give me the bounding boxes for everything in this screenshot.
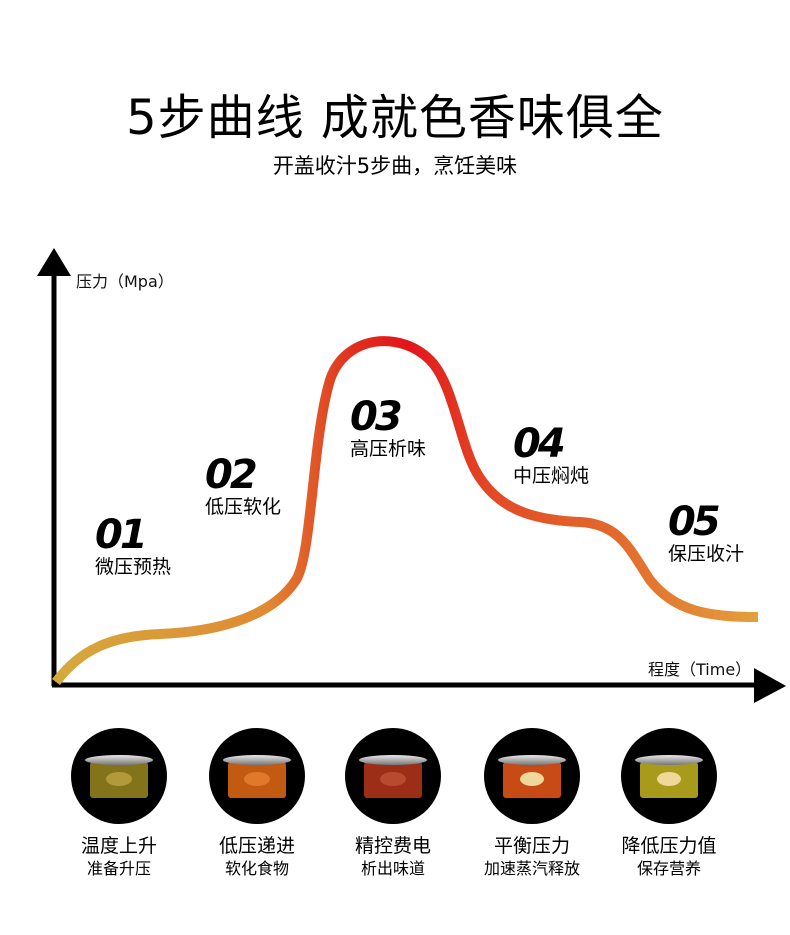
step-label: 保压收汁 [668,543,745,565]
stage-item: 降低压力值 保存营养 [599,728,739,880]
step-number: 01 [95,512,148,558]
stage-title: 精控费电 [354,835,431,857]
step-label: 高压析味 [350,438,427,460]
y-axis-arrow-icon [37,248,71,276]
x-axis-label: 程度（Time） [648,660,752,679]
page-title: 5步曲线 成就色香味俱全 [126,90,664,146]
x-axis [52,668,786,703]
step-label: 微压预热 [95,556,172,578]
pot-image-icon [345,728,441,824]
stage-item: 低压递进 软化食物 [187,728,327,880]
stage-item: 精控费电 析出味道 [323,728,463,880]
stage-item: 平衡压力 加速蒸汽释放 [462,728,602,880]
stage-subtitle: 加速蒸汽释放 [483,859,580,878]
stage-subtitle: 软化食物 [224,859,289,878]
y-axis [37,248,71,686]
pressure-curve [52,336,759,686]
stage-subtitle: 准备升压 [86,859,151,878]
stage-title: 降低压力值 [621,835,717,857]
step-number: 02 [205,452,258,498]
stage-item: 温度上升 准备升压 [49,728,189,880]
stage-list: 温度上升 准备升压 低压递进 软化食物 精控费电 析出味道 平衡压力 加速蒸汽释… [0,728,790,928]
step-number: 04 [513,421,566,467]
pot-image-icon [71,728,167,824]
step-04: 04 中压焖炖 [513,424,589,488]
step-02: 02 低压软化 [205,455,281,519]
x-axis-arrow-icon [754,668,786,703]
step-number: 03 [350,394,403,440]
y-axis-label: 压力（Mpa） [76,272,174,291]
step-01: 01 微压预热 [95,515,171,579]
page-subtitle: 开盖收汁5步曲，烹饪美味 [272,154,518,178]
stage-title: 低压递进 [218,835,295,857]
step-05: 05 保压收汁 [668,502,744,566]
stage-title: 平衡压力 [493,835,570,857]
pot-image-icon [209,728,305,824]
pot-image-icon [484,728,580,824]
stage-subtitle: 保存营养 [636,859,701,878]
step-number: 05 [668,499,721,545]
pot-image-icon [621,728,717,824]
stage-subtitle: 析出味道 [360,859,425,878]
stage-title: 温度上升 [80,835,157,857]
step-03: 03 高压析味 [350,397,426,461]
pressure-curve-chart [37,248,786,703]
step-label: 低压软化 [205,496,282,518]
step-label: 中压焖炖 [513,465,590,487]
